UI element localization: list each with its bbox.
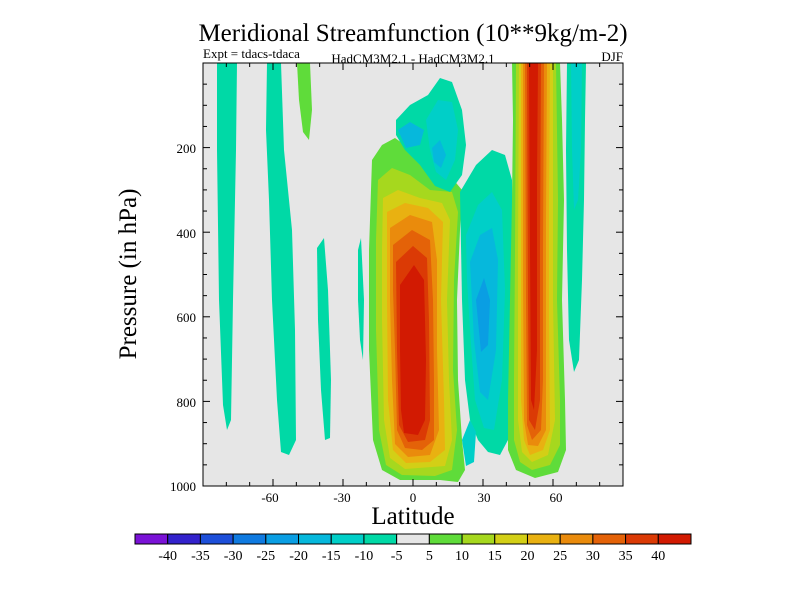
y-tick-label: 400 — [177, 226, 197, 241]
y-tick-label: 600 — [177, 310, 197, 325]
colorbar-swatch — [526, 533, 561, 545]
y-tick-label: 200 — [177, 141, 197, 156]
colorbar-swatch — [298, 533, 332, 545]
subtitle-expt: Expt = tdacs-tdaca — [203, 46, 300, 61]
y-tick-label: 800 — [177, 395, 197, 410]
colorbar-label: 10 — [455, 549, 469, 564]
contour-nh-neg-10 — [571, 63, 582, 210]
colorbar-label: 25 — [553, 549, 567, 564]
x-tick-label: -60 — [261, 490, 278, 505]
colorbar-swatch — [625, 533, 659, 545]
colorbar-swatch — [265, 533, 300, 545]
colorbar-label: -5 — [391, 549, 403, 564]
x-tick-label: -30 — [333, 490, 350, 505]
contour-sh-neg-4 — [358, 238, 364, 360]
colorbar-swatch — [232, 533, 267, 545]
contour-trop-neg-upper-15b — [432, 140, 446, 168]
colorbar-label: 5 — [426, 549, 433, 564]
contour-nh-pos-40 — [529, 63, 538, 410]
y-axis-label: Pressure (in hPa) — [115, 189, 142, 360]
colorbar-label: -30 — [224, 549, 243, 564]
x-tick-label: 60 — [550, 490, 563, 505]
contour-trop-neg-upper-15 — [398, 122, 424, 148]
colorbar-label: 40 — [651, 549, 665, 564]
colorbar-swatch — [134, 533, 169, 545]
colorbar-label: -40 — [158, 549, 177, 564]
contour-sh-neg-2 — [266, 63, 296, 455]
colorbar-swatch — [559, 533, 594, 545]
colorbar-label: 35 — [619, 549, 633, 564]
y-tick-label: 1000 — [170, 479, 196, 494]
axis-ticks — [202, 62, 624, 487]
colorbar-label: -10 — [355, 549, 374, 564]
colorbar-label: -15 — [322, 549, 341, 564]
contour-sh-neg-3 — [317, 238, 331, 440]
chart-title: Meridional Streamfunction (10**9kg/m-2) — [198, 20, 627, 47]
colorbar-swatch — [461, 533, 496, 545]
colorbar-swatch — [592, 533, 627, 545]
colorbar-swatch — [494, 533, 528, 545]
colorbar-swatch — [396, 533, 430, 545]
contour-fills — [217, 63, 586, 482]
contour-trop-neg-lower-stem — [462, 420, 476, 466]
colorbar-label: -35 — [191, 549, 210, 564]
colorbar-swatch — [428, 533, 463, 545]
x-tick-label: 30 — [478, 490, 491, 505]
colorbar-label: -25 — [256, 549, 275, 564]
contour-sh-neg-1 — [217, 63, 237, 430]
contour-trop-neg-20 — [476, 278, 490, 352]
x-tick-label: 0 — [410, 490, 417, 505]
colorbar-swatch — [363, 533, 398, 545]
colorbar-swatch — [330, 533, 365, 545]
subtitle-season: DJF — [601, 49, 623, 64]
contour-trop-pos-40 — [400, 265, 426, 435]
subtitle-models: HadCM3M2.1 - HadCM3M2.1 — [331, 51, 494, 66]
colorbar-label: 20 — [520, 549, 534, 564]
x-axis-label: Latitude — [371, 503, 454, 530]
colorbar-swatch — [657, 533, 692, 545]
colorbar-label: 15 — [488, 549, 502, 564]
colorbar-swatch — [167, 533, 201, 545]
colorbar-label: 30 — [586, 549, 600, 564]
colorbar-label: -20 — [289, 549, 308, 564]
contour-sh-pos-band — [297, 63, 312, 140]
colorbar: -40 -35 -30 -25 -20 -15 -10 -5 5 10 15 20 25 30 35 40 — [134, 533, 692, 564]
colorbar-swatch — [199, 533, 234, 545]
